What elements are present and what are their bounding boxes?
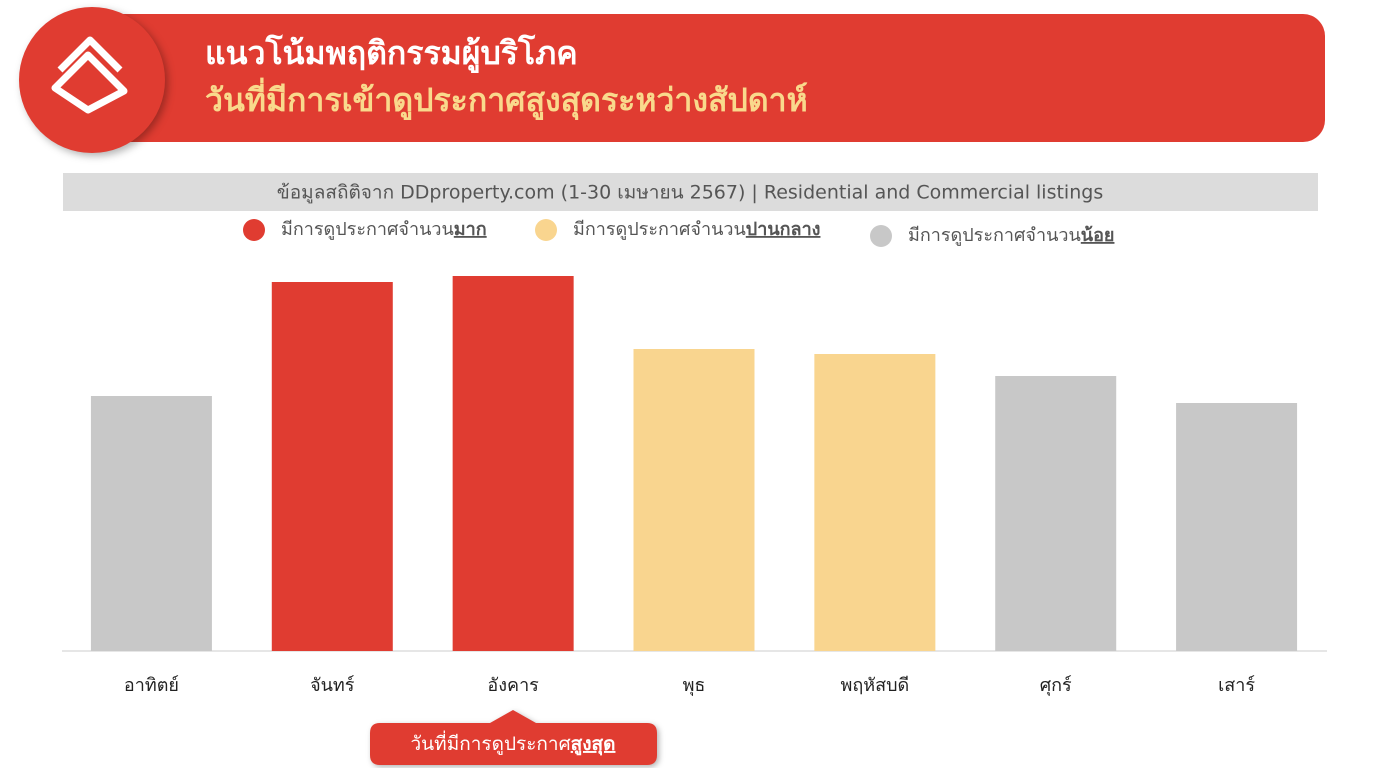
legend-swatch	[535, 219, 557, 241]
x-tick-label: พฤหัสบดี	[840, 675, 909, 696]
x-tick-label: พุธ	[683, 675, 706, 696]
x-tick-label: เสาร์	[1218, 675, 1255, 696]
legend-emphasis: ปานกลาง	[746, 219, 821, 240]
legend-swatch	[243, 219, 265, 241]
logo-circle	[19, 7, 165, 153]
source-bar	[63, 173, 1318, 211]
callout: วันที่มีการดูประกาศสูงสุด	[370, 710, 657, 765]
callout-emphasis: สูงสุด	[571, 733, 616, 756]
legend-text: มีการดูประกาศจำนวน	[573, 219, 746, 240]
x-tick-label: อังคาร	[487, 675, 539, 696]
legend-label: มีการดูประกาศจำนวนมาก	[281, 219, 487, 240]
legend-label: มีการดูประกาศจำนวนปานกลาง	[573, 219, 820, 240]
header-banner	[45, 14, 1325, 142]
subtitle: วันที่มีการเข้าดูประกาศสูงสุดระหว่างสัปด…	[205, 77, 808, 121]
legend-swatch	[870, 225, 892, 247]
callout-text: วันที่มีการดูประกาศสูงสุด	[411, 730, 616, 756]
bar	[1176, 403, 1298, 651]
source: ข้อมูลสถิติจาก DDproperty.com (1-30 เมษา…	[277, 182, 1103, 204]
bar	[995, 376, 1117, 651]
x-tick-label: ศุกร์	[1040, 675, 1072, 696]
legend-text: มีการดูประกาศจำนวน	[908, 225, 1081, 246]
x-tick-label: จันทร์	[310, 675, 355, 696]
legend-emphasis: น้อย	[1081, 225, 1115, 246]
legend-emphasis: มาก	[454, 219, 487, 240]
x-tick-label: อาทิตย์	[124, 675, 179, 696]
logo	[51, 36, 128, 114]
callout-box	[370, 710, 657, 765]
legend-label: มีการดูประกาศจำนวนน้อย	[908, 225, 1114, 246]
title: แนวโน้มพฤติกรรมผู้บริโภค	[205, 34, 578, 74]
bar	[452, 276, 574, 651]
bar	[90, 396, 212, 651]
bar	[814, 354, 936, 651]
bar	[271, 282, 393, 651]
bar	[633, 349, 755, 651]
legend-text: มีการดูประกาศจำนวน	[281, 219, 454, 240]
callout-label: วันที่มีการดูประกาศ	[411, 730, 571, 755]
